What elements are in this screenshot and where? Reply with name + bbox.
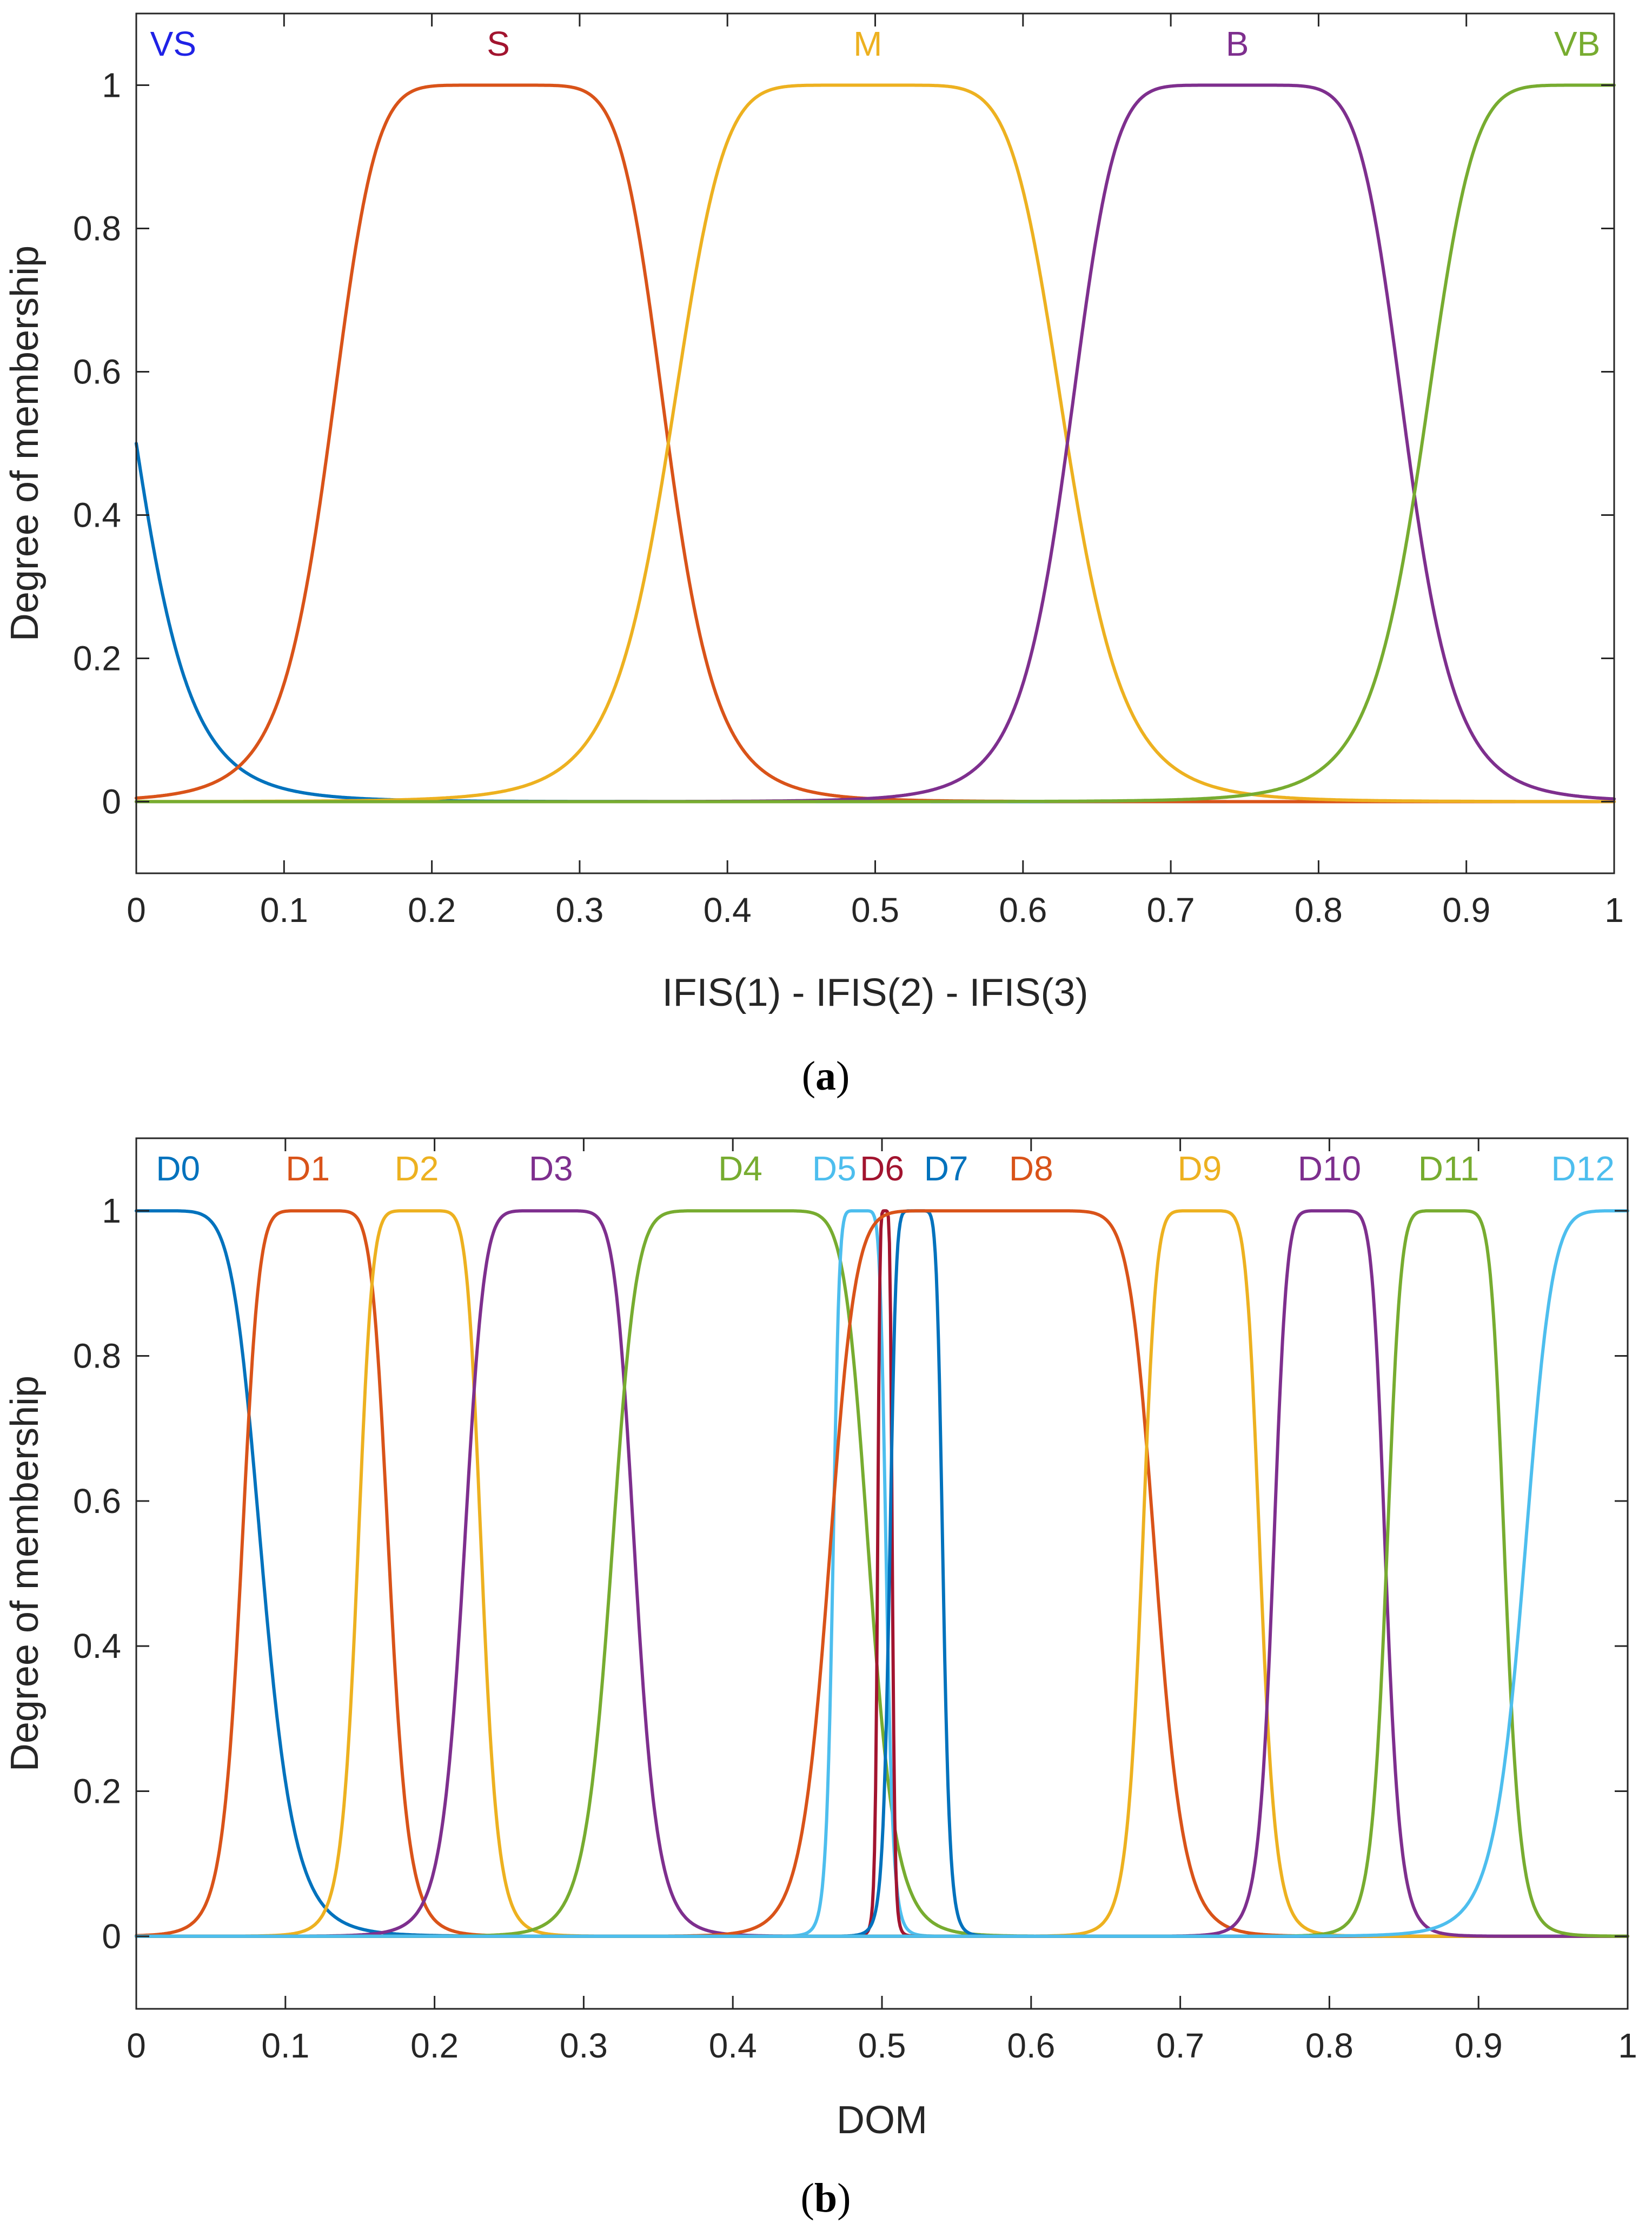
x-axis-label: IFIS(1) - IFIS(2) - IFIS(3) <box>662 971 1089 1014</box>
series-label-vs: VS <box>150 24 196 63</box>
series-label-d12: D12 <box>1551 1149 1615 1188</box>
series-line-vs <box>135 442 1616 804</box>
series-label-vb: VB <box>1554 24 1600 63</box>
panel-caption: (b) <box>801 2175 851 2221</box>
chart-panel-b: 0 0.1 0.2 0.3 0.4 0.5 0.6 0.7 0.8 0.9 1 0 0.2 0.4 0.6 0… <box>3 1137 1637 2221</box>
x-tick-label: 0.7 <box>1147 891 1195 930</box>
y-tick-label: 0.6 <box>73 1482 121 1521</box>
y-tick-label: 0.6 <box>73 353 121 391</box>
x-tick-label: 0.7 <box>1156 2026 1204 2065</box>
y-tick-label: 0 <box>102 1917 121 1956</box>
y-axis-label: Degree of membership <box>3 1376 47 1771</box>
x-tick-label: 0.9 <box>1442 891 1490 930</box>
series-label-d7: D7 <box>924 1149 968 1188</box>
y-tick-label: 0.4 <box>73 496 121 535</box>
x-tick-label: 0.4 <box>704 891 752 930</box>
series-label-s: S <box>487 24 510 63</box>
panel-caption: (a) <box>802 1053 850 1099</box>
x-tick-label: 0.6 <box>1007 2026 1055 2065</box>
y-tick-label: 0.8 <box>73 1337 121 1376</box>
series-label-d6: D6 <box>860 1149 904 1188</box>
x-tick-label: 1 <box>1604 891 1624 930</box>
plot-frame <box>135 1137 1629 2010</box>
series-label-d10: D10 <box>1298 1149 1361 1188</box>
y-tick-label: 0 <box>102 782 121 821</box>
series-line-s <box>135 83 1616 804</box>
y-tick-label: 0.2 <box>73 639 121 678</box>
x-tick-label: 0.5 <box>851 891 899 930</box>
series-line-b <box>135 83 1616 804</box>
series-label-d9: D9 <box>1178 1149 1222 1188</box>
x-tick-label: 0.9 <box>1455 2026 1503 2065</box>
series-label-d11: D11 <box>1418 1149 1479 1188</box>
series-label-d5: D5 <box>812 1149 857 1188</box>
y-tick-label: 0.8 <box>73 209 121 248</box>
x-tick-label: 0.5 <box>858 2026 906 2065</box>
series-label-d3: D3 <box>529 1149 573 1188</box>
series-line-m <box>135 83 1616 804</box>
x-tick-label: 0.3 <box>560 2026 608 2065</box>
x-tick-label: 1 <box>1618 2026 1637 2065</box>
x-tick-label: 0 <box>127 891 146 930</box>
y-tick-label: 0.4 <box>73 1627 121 1665</box>
x-tick-label: 0.6 <box>999 891 1047 930</box>
y-tick-label: 0.2 <box>73 1772 121 1811</box>
series-label-d1: D1 <box>286 1149 330 1188</box>
y-axis-label: Degree of membership <box>3 245 47 641</box>
series-line-d12 <box>135 1209 1629 1938</box>
x-tick-label: 0.4 <box>709 2026 757 2065</box>
x-tick-label: 0.8 <box>1305 2026 1354 2065</box>
x-tick-label: 0.3 <box>555 891 603 930</box>
series-label-d4: D4 <box>718 1149 762 1188</box>
chart-panel-a: 0 0.1 0.2 0.3 0.4 0.5 0.6 0.7 0.8 0.9 1 0 0.2 0.4 0.6 0… <box>3 12 1624 1099</box>
plot-frame <box>135 12 1615 874</box>
panel-caption-letter: a <box>815 1053 836 1099</box>
x-tick-label: 0.2 <box>410 2026 459 2065</box>
series-label-d8: D8 <box>1009 1149 1053 1188</box>
x-tick-label: 0.1 <box>260 891 308 930</box>
x-axis-label: DOM <box>837 2099 927 2142</box>
series-label-d2: D2 <box>395 1149 439 1188</box>
series-label-b: B <box>1226 24 1249 63</box>
y-tick-label: 1 <box>102 66 121 105</box>
x-tick-label: 0.2 <box>408 891 456 930</box>
series-label-m: M <box>853 24 882 63</box>
y-tick-label: 1 <box>102 1191 121 1230</box>
panel-caption-letter: b <box>814 2175 837 2221</box>
series-label-d0: D0 <box>156 1149 200 1188</box>
x-tick-label: 0.1 <box>261 2026 309 2065</box>
x-tick-label: 0 <box>127 2026 146 2065</box>
x-tick-label: 0.8 <box>1295 891 1343 930</box>
series-line-vb <box>135 83 1616 804</box>
